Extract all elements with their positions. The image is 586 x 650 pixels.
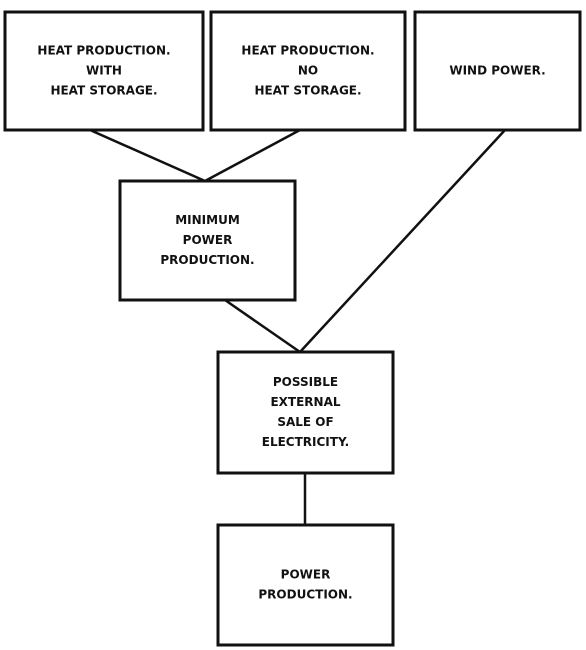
node-label: NO bbox=[298, 64, 318, 78]
node-box bbox=[216, 350, 395, 475]
connector bbox=[224, 298, 301, 354]
node-label: POWER bbox=[281, 568, 331, 582]
node-label: EXTERNAL bbox=[270, 395, 340, 409]
node-label: SALE OF bbox=[277, 415, 333, 429]
node-label: MINIMUM bbox=[175, 213, 240, 227]
connector bbox=[204, 128, 301, 183]
node-box bbox=[216, 523, 395, 647]
connector bbox=[299, 129, 506, 353]
node-label: ELECTRICITY. bbox=[262, 435, 349, 449]
node-box bbox=[209, 10, 407, 132]
connector bbox=[89, 128, 206, 183]
node-label: HEAT PRODUCTION. bbox=[241, 44, 374, 58]
node-label: HEAT PRODUCTION. bbox=[37, 44, 170, 58]
node-label: WITH bbox=[86, 64, 122, 78]
node-label: POSSIBLE bbox=[273, 375, 338, 389]
node-box bbox=[413, 10, 582, 132]
node-box bbox=[3, 10, 205, 132]
node-label: POWER bbox=[183, 233, 233, 247]
node-label: WIND POWER. bbox=[449, 64, 545, 78]
node-label: HEAT STORAGE. bbox=[50, 84, 157, 98]
node-label: PRODUCTION. bbox=[258, 588, 352, 602]
node-box bbox=[118, 179, 297, 302]
node-label: HEAT STORAGE. bbox=[254, 84, 361, 98]
node-label: PRODUCTION. bbox=[160, 253, 254, 267]
